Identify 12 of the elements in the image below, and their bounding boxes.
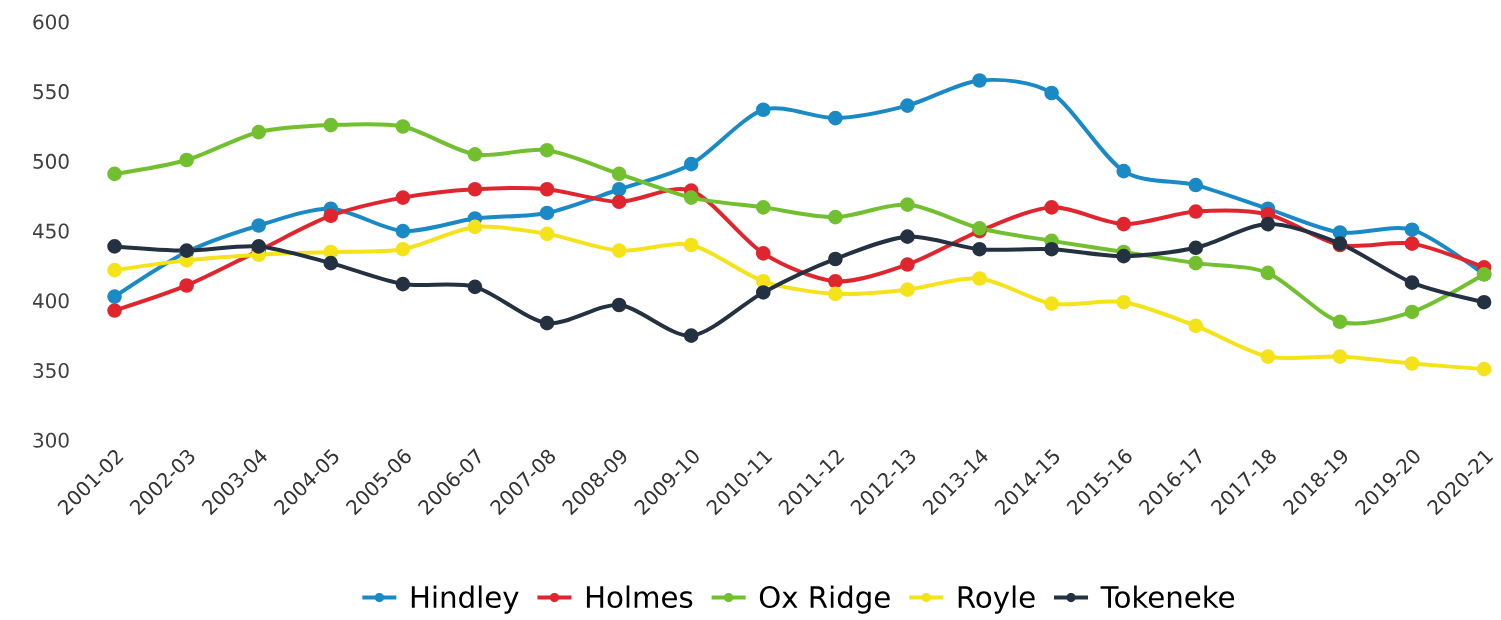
legend-label: Tokeneke (1100, 585, 1235, 609)
y-tick-label: 600 (33, 14, 69, 30)
legend-label: Holmes (586, 585, 693, 609)
y-tick-label: 550 (33, 84, 69, 100)
y-tick-label: 400 (32, 293, 69, 309)
legend-label: Hindley (411, 585, 519, 614)
y-tick-label: 300 (33, 432, 69, 449)
y-tick-label: 350 (33, 363, 69, 379)
y-tick-label: 450 (32, 223, 69, 239)
y-tick-label: 500 (33, 154, 69, 170)
legend-label: Ox Ridge (759, 585, 890, 614)
legend-label: Royle (958, 585, 1035, 614)
